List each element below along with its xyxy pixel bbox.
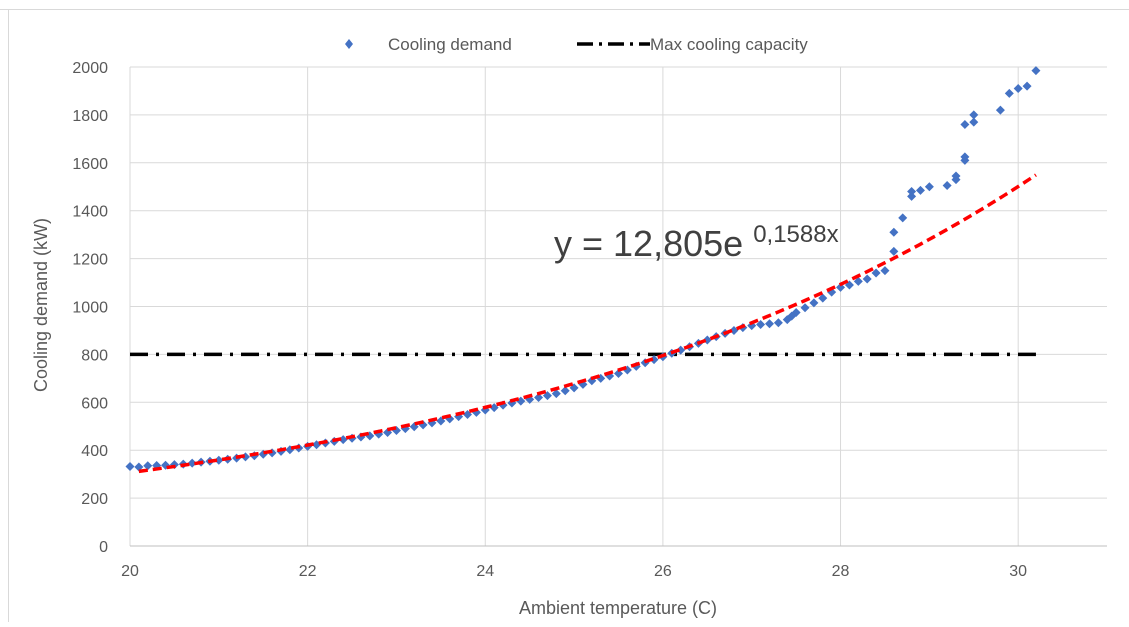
data-point <box>134 462 144 472</box>
chart-frame-top <box>0 9 1129 10</box>
y-tick-label: 200 <box>81 491 108 508</box>
data-point <box>1031 66 1041 76</box>
legend: Cooling demand Max cooling capacity <box>345 35 808 54</box>
y-tick-label: 1200 <box>72 252 108 269</box>
data-point <box>534 393 544 403</box>
data-point <box>969 110 979 120</box>
data-point <box>729 325 739 335</box>
data-point <box>898 213 908 223</box>
trendline-equation: y = 12,805e 0,1588x <box>554 221 839 264</box>
data-point <box>187 458 197 468</box>
data-point <box>551 389 561 399</box>
data-point <box>969 117 979 127</box>
legend-item-max-cooling-capacity: Max cooling capacity <box>577 35 808 54</box>
data-point <box>800 303 810 313</box>
data-point <box>809 298 819 308</box>
data-point <box>1022 81 1032 91</box>
legend-label-cooling-demand: Cooling demand <box>388 35 512 54</box>
y-tick-label: 1400 <box>72 204 108 221</box>
equation-base: y = 12,805e <box>554 223 743 264</box>
y-tick-label: 1800 <box>72 108 108 125</box>
data-point <box>773 318 783 328</box>
y-tick-label: 0 <box>99 539 108 556</box>
data-point <box>880 266 890 276</box>
x-tick-label: 20 <box>121 563 139 580</box>
y-axis-title: Cooling demand (kW) <box>31 218 51 392</box>
y-tick-label: 2000 <box>72 60 108 77</box>
gridlines <box>129 66 1107 547</box>
x-tick-label: 22 <box>299 563 317 580</box>
data-point <box>915 185 925 195</box>
data-point <box>791 307 801 317</box>
data-point <box>1013 84 1023 94</box>
data-point <box>649 355 659 365</box>
data-point <box>960 119 970 129</box>
data-point <box>125 461 135 471</box>
data-point <box>942 181 952 191</box>
data-point <box>818 293 828 303</box>
data-point <box>995 105 1005 115</box>
cooling-demand-series <box>125 66 1041 472</box>
data-point <box>862 274 872 284</box>
data-point <box>889 227 899 237</box>
y-tick-label: 600 <box>81 395 108 412</box>
legend-item-cooling-demand: Cooling demand <box>345 35 512 54</box>
data-point <box>853 276 863 286</box>
data-point <box>756 319 766 329</box>
data-point <box>871 268 881 278</box>
data-point <box>143 461 153 471</box>
data-point <box>764 319 774 329</box>
data-point <box>907 191 917 201</box>
data-point <box>614 369 623 379</box>
data-point <box>1004 88 1014 98</box>
chart-frame-left <box>8 9 9 622</box>
x-tick-label: 24 <box>476 563 494 580</box>
data-point <box>676 345 686 355</box>
data-point <box>489 403 499 413</box>
equation-exponent: 0,1588x <box>753 221 838 248</box>
data-point <box>960 152 970 162</box>
data-point <box>924 182 934 192</box>
tick-labels: 0 200 400 600 800 1000 1200 1400 1600 1800 2000 20 2… <box>72 60 1027 580</box>
data-point <box>889 246 899 256</box>
y-tick-label: 1600 <box>72 156 108 173</box>
x-axis-title: Ambient temperature (C) <box>519 598 717 618</box>
legend-label-max-cooling-capacity: Max cooling capacity <box>650 35 808 54</box>
y-tick-label: 800 <box>81 347 108 364</box>
data-point <box>951 171 961 181</box>
data-point <box>214 455 224 465</box>
data-point <box>907 187 917 197</box>
y-tick-label: 400 <box>81 443 108 460</box>
x-tick-label: 30 <box>1009 563 1027 580</box>
data-point <box>560 386 570 396</box>
legend-diamond-marker <box>345 39 353 49</box>
x-tick-label: 26 <box>654 563 672 580</box>
x-tick-label: 28 <box>832 563 850 580</box>
y-tick-label: 1000 <box>72 300 108 317</box>
